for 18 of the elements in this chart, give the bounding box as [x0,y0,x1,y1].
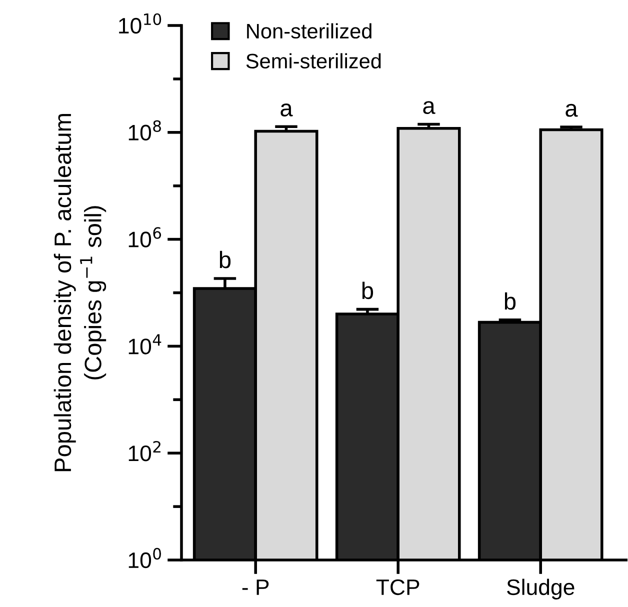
annotation: a [566,104,578,117]
x-tick-label: - P [242,580,269,595]
annotation: a [423,101,436,114]
annotation: b [362,282,374,300]
legend-label: Non-sterilized [247,23,372,39]
y-axis-title: Population density of P. aculeatum (Copies g$^{−1}$ soil) [54,114,106,472]
y-tick-label: 10$^{0}$ [128,548,161,568]
y-tick-label: 10$^{6}$ [128,227,162,248]
y-tick-label: 10$^{4}$ [128,334,162,354]
x-tick-label: TCP [376,579,420,596]
x-tick-label: Sludge [507,578,574,600]
y-tick-label: 10$^{8}$ [128,120,161,140]
annotation: a [280,104,293,116]
annotation: b [220,250,231,268]
y-tick-label: 10$^{10}$ [119,13,162,34]
legend-label: Semi-sterilized [246,53,381,68]
annotation: b [504,292,516,310]
y-tick-label: 10$^{2}$ [128,440,160,462]
